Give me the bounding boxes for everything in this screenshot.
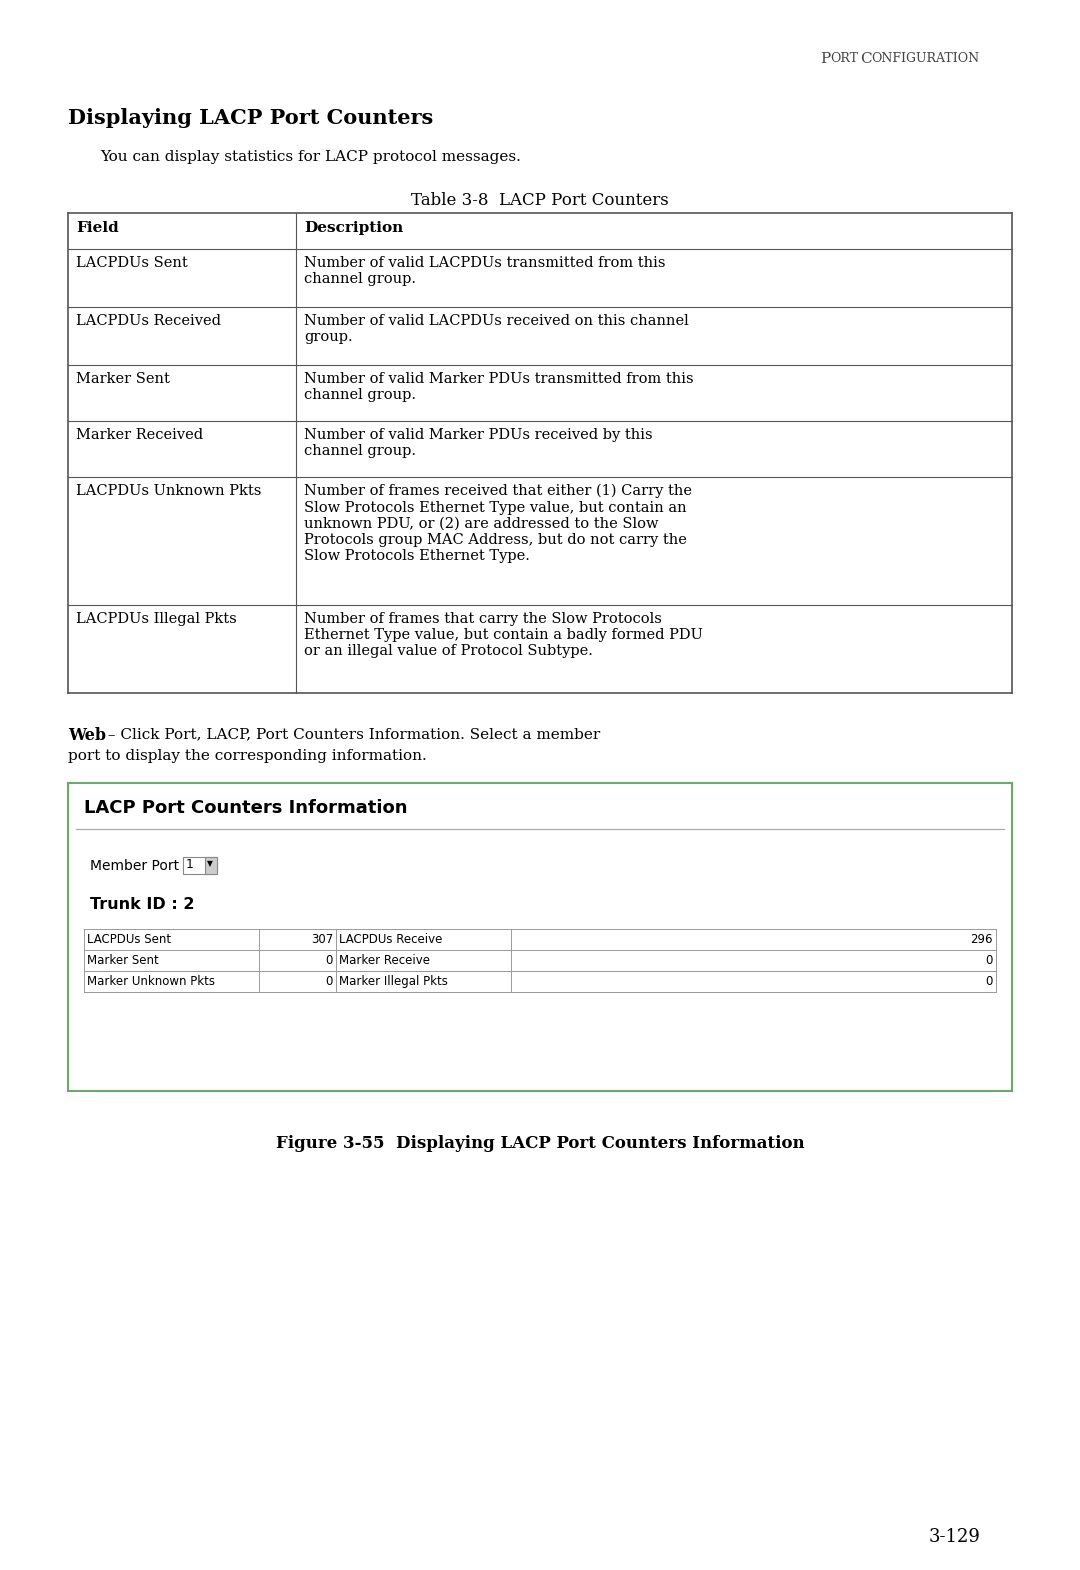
Text: Field: Field	[76, 221, 119, 236]
Text: Table 3-8  LACP Port Counters: Table 3-8 LACP Port Counters	[411, 192, 669, 209]
Text: Marker Sent: Marker Sent	[76, 372, 170, 386]
Text: Marker Unknown Pkts: Marker Unknown Pkts	[87, 975, 215, 988]
Text: Marker Sent: Marker Sent	[87, 955, 159, 967]
Text: Web: Web	[68, 727, 106, 744]
Text: Trunk ID : 2: Trunk ID : 2	[90, 896, 194, 912]
Text: 307: 307	[311, 933, 333, 947]
Text: Marker Received: Marker Received	[76, 429, 203, 443]
Text: P: P	[820, 52, 831, 66]
Text: LACPDUs Receive: LACPDUs Receive	[339, 933, 443, 947]
Text: 1: 1	[186, 857, 194, 871]
Text: Number of valid LACPDUs received on this channel
group.: Number of valid LACPDUs received on this…	[303, 314, 689, 344]
Text: LACPDUs Received: LACPDUs Received	[76, 314, 221, 328]
Text: – Click Port, LACP, Port Counters Information. Select a member: – Click Port, LACP, Port Counters Inform…	[103, 727, 600, 741]
Bar	[183, 857, 217, 874]
Text: ▼: ▼	[207, 859, 213, 868]
Text: 296: 296	[971, 933, 993, 947]
Text: 0: 0	[986, 955, 993, 967]
Text: 0: 0	[326, 975, 333, 988]
Text: Figure 3-55  Displaying LACP Port Counters Information: Figure 3-55 Displaying LACP Port Counter…	[275, 1135, 805, 1152]
Text: You can display statistics for LACP protocol messages.: You can display statistics for LACP prot…	[100, 151, 521, 163]
Text: Number of valid Marker PDUs transmitted from this
channel group.: Number of valid Marker PDUs transmitted …	[303, 372, 693, 402]
Text: 0: 0	[326, 955, 333, 967]
Text: Description: Description	[303, 221, 403, 236]
Text: LACP Port Counters Information: LACP Port Counters Information	[84, 799, 407, 816]
Text: 0: 0	[986, 975, 993, 988]
Text: Displaying LACP Port Counters: Displaying LACP Port Counters	[68, 108, 433, 129]
Text: port to display the corresponding information.: port to display the corresponding inform…	[68, 749, 427, 763]
Text: 3-129: 3-129	[928, 1528, 980, 1546]
Text: Number of frames that carry the Slow Protocols
Ethernet Type value, but contain : Number of frames that carry the Slow Pro…	[303, 612, 703, 658]
Text: C: C	[860, 52, 872, 66]
Bar	[205, 857, 217, 874]
Text: Number of valid LACPDUs transmitted from this
channel group.: Number of valid LACPDUs transmitted from…	[303, 256, 665, 286]
Text: LACPDUs Sent: LACPDUs Sent	[87, 933, 171, 947]
Text: LACPDUs Unknown Pkts: LACPDUs Unknown Pkts	[76, 484, 261, 498]
Text: ONFIGURATION: ONFIGURATION	[870, 52, 980, 64]
Text: Number of valid Marker PDUs received by this
channel group.: Number of valid Marker PDUs received by …	[303, 429, 652, 458]
Text: LACPDUs Sent: LACPDUs Sent	[76, 256, 188, 270]
Text: Marker Receive: Marker Receive	[339, 955, 430, 967]
Text: Number of frames received that either (1) Carry the
Slow Protocols Ethernet Type: Number of frames received that either (1…	[303, 484, 692, 564]
Bar	[68, 783, 1012, 1091]
Text: ORT: ORT	[831, 52, 858, 64]
Text: Member Port: Member Port	[90, 859, 179, 873]
Text: LACPDUs Illegal Pkts: LACPDUs Illegal Pkts	[76, 612, 237, 626]
Text: Marker Illegal Pkts: Marker Illegal Pkts	[339, 975, 448, 988]
